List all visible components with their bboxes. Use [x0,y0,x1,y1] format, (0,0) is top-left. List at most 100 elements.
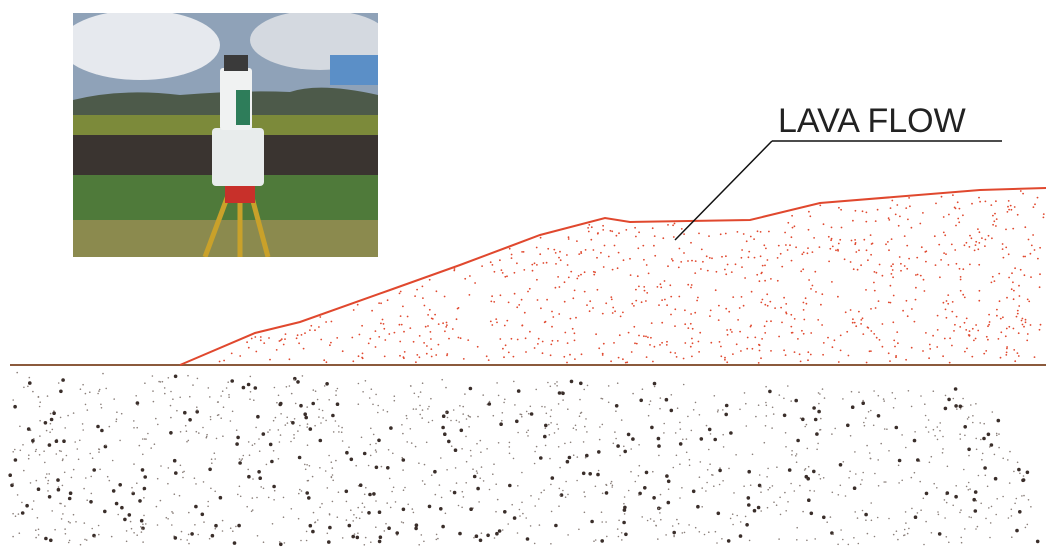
stipple-dot [414,295,416,297]
stipple-dot [615,437,617,440]
stipple-dot [429,331,432,333]
stipple-dot [940,259,942,261]
stipple-dot [277,429,280,431]
stipple-dot [805,423,808,426]
stipple-dot [304,415,309,420]
stipple-dot [308,427,313,431]
stipple-dot [415,408,417,410]
stipple-dot [550,343,553,346]
stipple-dot [837,361,840,363]
stipple-dot [1016,312,1019,315]
stipple-dot [1026,333,1029,335]
stipple-dot [39,419,41,422]
stipple-dot [521,324,524,327]
stipple-dot [1038,286,1041,289]
stipple-dot [357,532,359,534]
stipple-dot [807,359,809,362]
stipple-dot [120,505,124,510]
stipple-dot [1035,539,1040,544]
stipple-dot [653,520,655,522]
stipple-dot [874,220,877,223]
stipple-dot [548,434,551,436]
stipple-dot [769,300,772,303]
stipple-dot [220,417,222,420]
stipple-dot [887,241,889,243]
stipple-dot [18,532,21,534]
stipple-dot [838,463,843,467]
stipple-dot [391,490,393,493]
stipple-dot [506,275,508,278]
stipple-dot [1016,352,1019,354]
stipple-dot [790,325,793,328]
stipple-dot [865,220,868,223]
stipple-dot [253,443,256,445]
stipple-dot [595,333,597,336]
stipple-dot [1016,461,1019,464]
stipple-dot [584,495,586,498]
stipple-dot [610,482,612,485]
stipple-dot [863,424,866,427]
stipple-dot [1033,356,1036,358]
stipple-dot [946,465,949,468]
stipple-dot [937,513,940,516]
stipple-dot [873,535,876,538]
stipple-dot [423,540,425,543]
stipple-dot [1002,316,1004,319]
stipple-dot [140,468,145,472]
stipple-dot [372,403,374,406]
stipple-dot [837,543,839,546]
stipple-dot [377,411,379,414]
stipple-dot [735,454,737,456]
stipple-dot [726,329,728,331]
stipple-dot [819,478,822,480]
stipple-dot [435,354,438,356]
stipple-dot [960,509,962,511]
stipple-dot [904,534,906,536]
stipple-dot [250,510,253,513]
stipple-dot [903,265,906,267]
stipple-dot [150,447,152,449]
stipple-dot [382,409,385,411]
stipple-dot [883,428,886,430]
stipple-dot [478,538,483,543]
stipple-dot [877,459,879,461]
stipple-dot [419,404,421,407]
stipple-dot [98,388,101,391]
stipple-dot [850,405,855,410]
stipple-dot [435,533,438,536]
stipple-dot [137,404,139,406]
stipple-dot [452,409,455,411]
stipple-dot [246,382,251,387]
stipple-dot [865,361,868,364]
stipple-dot [254,336,257,338]
stipple-dot [945,491,950,495]
stipple-dot [1039,273,1041,276]
stipple-dot [92,468,96,472]
stipple-dot [386,299,389,302]
stipple-dot [846,330,849,333]
stipple-dot [428,405,430,408]
stipple-dot [531,269,534,272]
stipple-dot [145,523,147,525]
stipple-dot [987,325,989,328]
stipple-dot [355,516,358,519]
stipple-dot [412,511,415,514]
stipple-dot [809,353,812,356]
stipple-dot [241,385,246,390]
stipple-dot [631,437,635,441]
stipple-dot [716,511,721,516]
stipple-dot [991,411,994,413]
stipple-dot [178,494,181,497]
stipple-dot [739,521,742,523]
stipple-dot [604,491,609,495]
stipple-dot [971,327,974,330]
stipple-dot [205,436,208,439]
stipple-dot [399,354,401,357]
stipple-dot [506,319,509,322]
stipple-dot [97,392,99,395]
stipple-dot [282,496,285,499]
stipple-dot [434,493,437,496]
stipple-dot [37,534,40,536]
stipple-dot [988,321,991,323]
